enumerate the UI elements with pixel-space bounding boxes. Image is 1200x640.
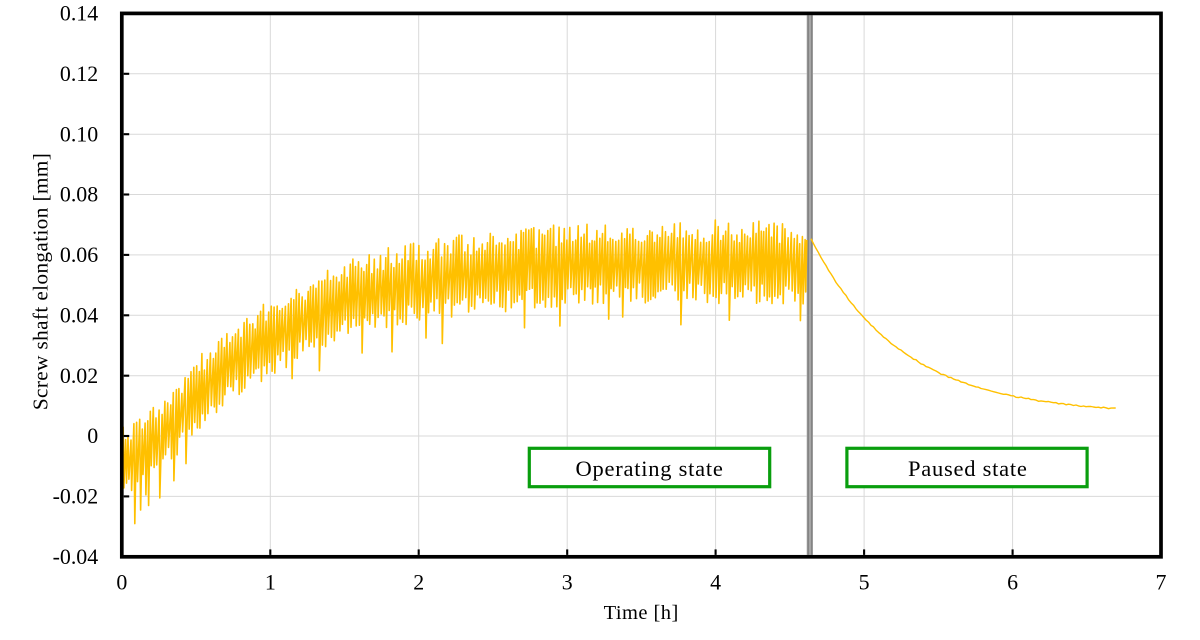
svg-text:2: 2	[413, 570, 424, 595]
svg-text:Paused state: Paused state	[908, 456, 1028, 481]
svg-text:Operating state: Operating state	[576, 456, 724, 481]
svg-text:0.08: 0.08	[60, 182, 98, 207]
svg-text:-0.04: -0.04	[53, 544, 99, 569]
svg-text:7: 7	[1156, 570, 1167, 595]
svg-text:0.12: 0.12	[60, 61, 98, 86]
svg-text:4: 4	[710, 570, 721, 595]
svg-text:5: 5	[859, 570, 870, 595]
svg-text:-0.02: -0.02	[53, 484, 99, 509]
svg-text:Screw shaft elongation [mm]: Screw shaft elongation [mm]	[28, 153, 52, 410]
svg-text:0: 0	[116, 570, 127, 595]
svg-text:3: 3	[562, 570, 573, 595]
svg-text:Time [h]: Time [h]	[604, 602, 679, 624]
svg-text:0.02: 0.02	[60, 363, 98, 388]
svg-text:0.14: 0.14	[60, 1, 98, 26]
svg-text:0: 0	[87, 423, 98, 448]
svg-text:0.04: 0.04	[60, 302, 98, 327]
svg-text:0.06: 0.06	[60, 242, 98, 267]
svg-text:0.10: 0.10	[60, 121, 98, 146]
svg-text:6: 6	[1007, 570, 1018, 595]
svg-text:1: 1	[265, 570, 276, 595]
